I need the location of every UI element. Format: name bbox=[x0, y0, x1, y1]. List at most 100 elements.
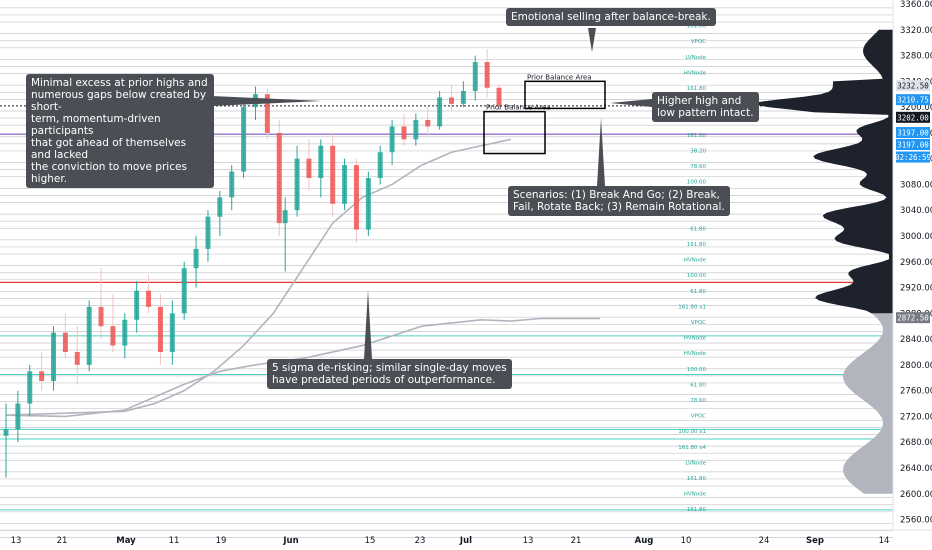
callout-5-sigma[interactable]: 5 sigma de-risking; similar single-day m… bbox=[267, 359, 512, 389]
price-tick-label: 2960.00 bbox=[900, 258, 932, 268]
candle-body bbox=[342, 165, 348, 204]
price-tick-label: 2560.00 bbox=[900, 516, 932, 526]
price-badge bbox=[896, 111, 930, 123]
candle-body bbox=[15, 403, 21, 430]
leader-scenarios bbox=[597, 118, 605, 186]
candle-body bbox=[193, 248, 199, 269]
time-tick-label: Aug bbox=[635, 536, 654, 546]
candle-body bbox=[146, 290, 152, 307]
candle-body bbox=[74, 352, 80, 365]
candle-body bbox=[472, 62, 478, 91]
candle-body bbox=[413, 120, 419, 140]
candle-body bbox=[39, 371, 45, 381]
level-label: HVNode bbox=[684, 70, 707, 76]
price-tick-label: 3000.00 bbox=[900, 232, 932, 242]
price-axis[interactable]: 2560.00 2600.00 2640.00 2680.00 2720.00 2760.… bbox=[892, 0, 932, 530]
level-label: 161.80 x1 bbox=[678, 304, 706, 310]
price-tick-label: 3040.00 bbox=[900, 206, 932, 216]
balance-box-label: Prior Balance Area bbox=[486, 104, 551, 112]
candle-body bbox=[264, 94, 270, 133]
level-label: 61.80 bbox=[690, 382, 706, 388]
volume-profile bbox=[753, 29, 893, 494]
price-badge-label: 3202.00 bbox=[897, 113, 929, 122]
price-badge-label: 3197.00 bbox=[897, 129, 929, 138]
level-label: 61.80 bbox=[690, 289, 706, 295]
time-axis[interactable]: 13 21 May 11 19 Jun 15 23 Jul 13 21 Aug 10 24 Sep 14 bbox=[0, 529, 932, 546]
candle-body bbox=[181, 268, 187, 314]
candle-body bbox=[401, 126, 407, 140]
level-label: 161.80 bbox=[687, 24, 707, 30]
candle-body bbox=[330, 145, 336, 204]
price-badge-label: 3197.00 bbox=[897, 141, 929, 150]
candle-body bbox=[318, 145, 324, 178]
level-label: HVNode bbox=[684, 336, 707, 342]
level-label: HVNode bbox=[684, 258, 707, 264]
price-tick-label: 2760.00 bbox=[900, 387, 932, 397]
candle-body bbox=[157, 306, 163, 352]
balance-box bbox=[483, 110, 546, 155]
price-tick-label: 3080.00 bbox=[900, 180, 932, 190]
candle-body bbox=[241, 107, 247, 172]
leader-5-sigma bbox=[364, 290, 372, 359]
leader-higher-high bbox=[610, 99, 652, 107]
level-label: VPOC bbox=[691, 414, 706, 420]
time-tick-label: May bbox=[116, 536, 136, 546]
time-tick-label: 21 bbox=[571, 536, 582, 546]
time-tick-label: 24 bbox=[759, 536, 770, 546]
level-label: 161.80 bbox=[687, 133, 707, 139]
leader-minimal-excess bbox=[212, 96, 322, 106]
candle-body bbox=[134, 290, 140, 320]
candle-body bbox=[51, 332, 57, 381]
time-tick-label: 15 bbox=[365, 536, 376, 546]
candle-body bbox=[484, 62, 490, 88]
level-label: LVNode bbox=[685, 55, 706, 61]
candle-body bbox=[217, 197, 223, 217]
level-label: 38.20 bbox=[690, 148, 706, 154]
time-tick-label: 10 bbox=[681, 536, 692, 546]
price-badge-label: 02:26:59 bbox=[895, 153, 931, 162]
candle-body bbox=[365, 178, 371, 230]
candle-body bbox=[282, 210, 288, 224]
callout-emotional-selling[interactable]: Emotional selling after balance-break. bbox=[506, 8, 716, 26]
volume-profile-dark bbox=[753, 29, 893, 314]
level-label: 78.60 bbox=[690, 164, 706, 170]
price-badge bbox=[896, 94, 930, 106]
price-tick-label: 3360.00 bbox=[900, 0, 932, 10]
candle-body bbox=[169, 313, 175, 352]
callout-scenarios[interactable]: Scenarios: (1) Break And Go; (2) Break, … bbox=[508, 186, 730, 216]
price-tick-label: 2680.00 bbox=[900, 438, 932, 448]
time-tick-label: Jul bbox=[459, 536, 472, 546]
price-tick-label: 2840.00 bbox=[900, 335, 932, 345]
candle-body bbox=[460, 91, 466, 104]
callout-higher-high[interactable]: Higher high and low pattern intact. bbox=[652, 92, 759, 122]
level-label: 100.00 bbox=[687, 273, 707, 279]
level-label: VPOC bbox=[691, 320, 706, 326]
price-tick-label: 2920.00 bbox=[900, 284, 932, 294]
price-badge-label: 3232.50 bbox=[897, 82, 929, 91]
callout-minimal-excess[interactable]: Minimal excess at prior highs and numero… bbox=[26, 74, 214, 188]
candle-body bbox=[306, 158, 312, 178]
price-tick-label: 3280.00 bbox=[900, 52, 932, 62]
candle-body bbox=[98, 306, 104, 327]
time-tick-label: 13 bbox=[11, 536, 22, 546]
time-tick-label: 11 bbox=[169, 536, 180, 546]
candle-body bbox=[3, 429, 9, 436]
price-badge-label: 3210.75 bbox=[897, 96, 929, 105]
price-badge bbox=[896, 151, 930, 163]
vwap-line bbox=[5, 138, 600, 418]
level-label: 100.00 x1 bbox=[678, 429, 706, 435]
candle-body bbox=[86, 306, 92, 365]
level-label: 100.00 bbox=[687, 180, 707, 186]
volume-profile-light bbox=[843, 313, 893, 494]
balance-box bbox=[524, 80, 606, 110]
level-labels: VPOC 161.80 VPOC LVNode HVNode 161.80 LVNode HV… bbox=[678, 8, 706, 513]
level-label: 161.80 x4 bbox=[678, 445, 706, 451]
price-badge bbox=[896, 127, 930, 139]
time-tick-label: 23 bbox=[415, 536, 426, 546]
price-badge bbox=[896, 80, 930, 92]
candle-body bbox=[110, 326, 116, 346]
balance-boxes: Prior Balance Area Prior Balance Area bbox=[483, 73, 606, 155]
balance-box-label: Prior Balance Area bbox=[527, 73, 592, 81]
level-label: HVNode bbox=[684, 492, 707, 498]
